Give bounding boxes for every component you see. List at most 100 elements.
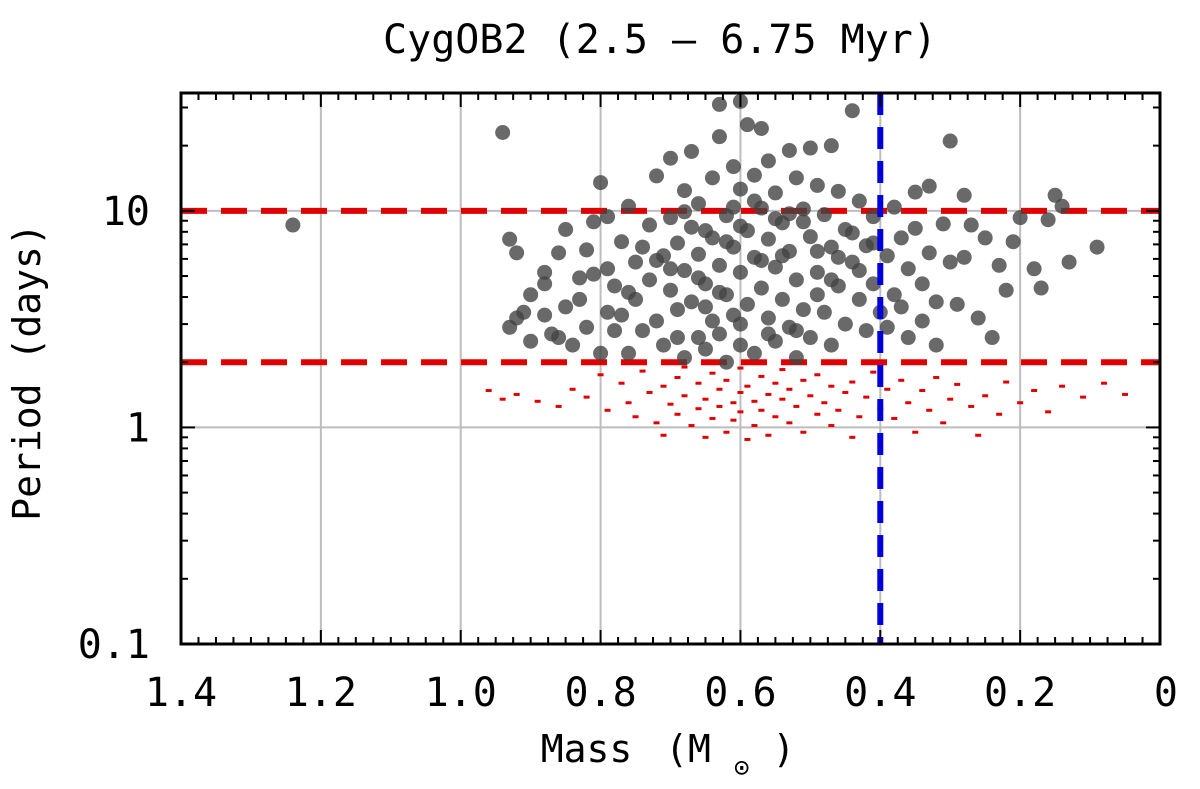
- data-point-rotating: [991, 257, 1007, 273]
- data-point-short-period: [534, 399, 541, 403]
- x-axis-label-text: Mass: [541, 727, 633, 771]
- x-tick-label: 1.4: [145, 670, 217, 716]
- data-point-short-period: [919, 389, 926, 393]
- data-point-rotating: [900, 330, 916, 346]
- data-point-rotating: [1054, 198, 1070, 214]
- data-point-rotating: [746, 345, 762, 361]
- data-point-rotating: [956, 187, 972, 203]
- data-point-rotating: [1005, 234, 1021, 250]
- data-point-rotating: [760, 153, 776, 169]
- data-point-rotating: [683, 143, 699, 159]
- data-point-rotating: [600, 209, 616, 225]
- plot-frame: [179, 91, 1162, 646]
- data-point-rotating: [607, 278, 623, 294]
- data-point-short-period: [758, 408, 765, 412]
- data-point-rotating: [579, 319, 595, 335]
- data-point-rotating: [732, 337, 748, 353]
- data-point-rotating: [753, 252, 769, 268]
- data-point-rotating: [928, 337, 944, 353]
- short-period-series: [485, 365, 1129, 441]
- data-point-rotating: [963, 217, 979, 233]
- y-tick-labels: 0.1 1 10: [78, 189, 150, 668]
- data-point-rotating: [746, 193, 762, 209]
- data-point-short-period: [1122, 392, 1129, 396]
- data-point-short-period: [863, 395, 870, 399]
- data-point-rotating: [704, 170, 720, 186]
- data-point-rotating: [669, 302, 685, 318]
- data-point-rotating: [586, 214, 602, 230]
- data-point-short-period: [702, 435, 709, 439]
- data-point-rotating: [767, 259, 783, 275]
- data-point-short-period: [821, 401, 828, 405]
- data-point-rotating: [572, 291, 588, 307]
- data-point-rotating: [683, 219, 699, 235]
- data-point-rotating: [823, 337, 839, 353]
- data-point-short-period: [625, 401, 632, 405]
- data-point-short-period: [730, 401, 737, 405]
- data-point-short-period: [856, 415, 863, 419]
- data-point-short-period: [814, 373, 821, 377]
- data-point-rotating: [656, 337, 672, 353]
- y-axis-label: Period (days): [5, 223, 49, 520]
- data-point-short-period: [1003, 380, 1010, 384]
- data-point-rotating: [767, 211, 783, 227]
- data-point-short-period: [842, 390, 849, 394]
- data-point-rotating: [739, 117, 755, 133]
- data-point-short-period: [702, 397, 709, 401]
- data-point-rotating: [732, 181, 748, 197]
- x-tick-label: 1.2: [285, 670, 357, 716]
- data-point-rotating: [732, 264, 748, 280]
- data-point-rotating: [802, 229, 818, 245]
- data-point-rotating: [865, 209, 881, 225]
- y-tick-label: 0.1: [78, 622, 150, 668]
- data-point-rotating: [865, 276, 881, 292]
- data-point-rotating: [886, 287, 902, 303]
- data-point-short-period: [786, 421, 793, 425]
- data-point-rotating: [893, 230, 909, 246]
- data-point-rotating: [921, 245, 937, 261]
- data-point-rotating: [753, 280, 769, 296]
- data-point-rotating: [711, 326, 727, 342]
- data-point-short-period: [737, 366, 744, 370]
- data-point-short-period: [968, 404, 975, 408]
- data-point-short-period: [716, 387, 723, 391]
- data-point-short-period: [744, 384, 751, 388]
- x-axis-unit-prefix: (M: [665, 727, 711, 771]
- data-point-rotating: [718, 234, 734, 250]
- data-point-rotating: [809, 177, 825, 193]
- x-tick-label: 0: [1154, 670, 1178, 716]
- data-point-short-period: [800, 378, 807, 382]
- data-point-rotating: [683, 294, 699, 310]
- data-point-rotating: [781, 142, 797, 158]
- data-point-rotating: [593, 345, 609, 361]
- data-point-short-period: [660, 433, 667, 437]
- data-point-short-period: [779, 368, 786, 372]
- data-point-rotating: [760, 326, 776, 342]
- data-point-rotating: [809, 264, 825, 280]
- data-point-short-period: [898, 378, 905, 382]
- data-point-rotating: [844, 225, 860, 241]
- data-point-short-period: [695, 407, 702, 411]
- data-point-rotating: [823, 138, 839, 154]
- data-point-rotating: [523, 333, 539, 349]
- data-point-rotating: [663, 210, 678, 226]
- data-point-rotating: [816, 207, 832, 223]
- data-point-short-period: [716, 404, 723, 408]
- data-point-short-period: [646, 390, 653, 394]
- data-point-rotating: [725, 159, 741, 175]
- data-point-rotating: [830, 183, 846, 199]
- data-point-rotating: [823, 272, 839, 288]
- data-point-short-period: [723, 430, 730, 434]
- data-point-short-period: [828, 384, 835, 388]
- data-point-rotating: [788, 350, 804, 366]
- data-point-rotating: [565, 337, 581, 353]
- data-point-rotating: [551, 330, 567, 346]
- data-point-rotating: [669, 235, 685, 251]
- data-point-rotating: [1012, 210, 1028, 226]
- data-point-rotating: [697, 223, 713, 239]
- data-point-rotating: [788, 323, 804, 339]
- data-point-short-period: [975, 433, 982, 437]
- x-axis-label: Mass (M ⊙ ): [541, 727, 796, 783]
- data-point-rotating: [579, 242, 595, 258]
